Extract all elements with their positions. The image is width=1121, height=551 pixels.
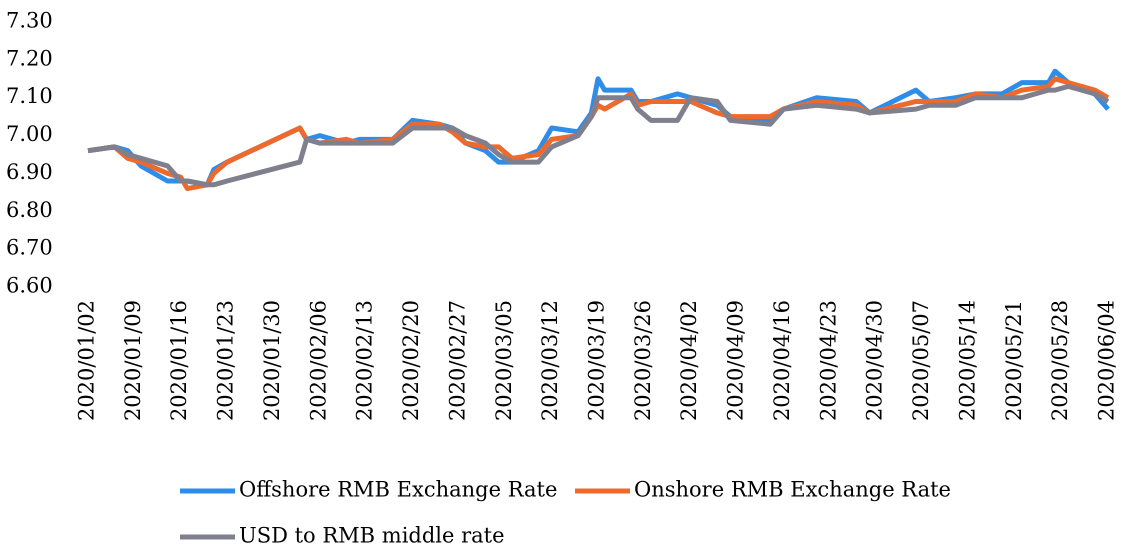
x-tick-label: 2020/01/30	[260, 300, 284, 421]
series-line	[87, 68, 1110, 188]
x-tick-label: 2020/05/07	[909, 300, 933, 421]
series-line	[87, 83, 1110, 188]
y-tick-label: 7.10	[6, 84, 53, 108]
x-tick-label: 2020/01/09	[121, 300, 145, 421]
x-tick-label: 2020/04/02	[677, 300, 701, 421]
x-tick-label: 2020/06/04	[1095, 300, 1119, 421]
x-tick-label: 2020/03/26	[631, 300, 655, 421]
x-tick-label: 2020/01/02	[75, 300, 99, 421]
x-tick-label: 2020/05/21	[1002, 300, 1026, 421]
x-tick-label: 2020/02/13	[353, 300, 377, 421]
legend-label: Onshore RMB Exchange Rate	[634, 478, 951, 502]
y-tick-label: 6.60	[6, 274, 53, 298]
x-tick-label: 2020/04/09	[724, 300, 748, 421]
x-tick-label: 2020/04/30	[863, 300, 887, 421]
x-tick-label: 2020/05/14	[955, 300, 979, 421]
legend-label: USD to RMB middle rate	[239, 524, 505, 548]
y-tick-label: 6.80	[6, 198, 53, 222]
y-tick-label: 6.90	[6, 160, 53, 184]
x-tick-label: 2020/03/05	[492, 300, 516, 421]
x-tick-label: 2020/02/06	[306, 300, 330, 421]
x-tick-label: 2020/01/23	[214, 300, 238, 421]
y-tick-label: 6.70	[6, 236, 53, 260]
x-tick-label: 2020/02/20	[399, 300, 423, 421]
x-tick-label: 2020/04/16	[770, 300, 794, 421]
y-tick-label: 7.30	[6, 9, 53, 33]
x-tick-label: 2020/03/19	[585, 300, 609, 421]
x-tick-label: 2020/01/16	[167, 300, 191, 421]
x-tick-label: 2020/02/27	[445, 300, 469, 421]
y-tick-label: 7.20	[6, 46, 53, 70]
y-tick-label: 7.00	[6, 122, 53, 146]
x-tick-label: 2020/04/23	[816, 300, 840, 421]
x-tick-label: 2020/05/28	[1048, 300, 1072, 421]
legend-label: Offshore RMB Exchange Rate	[239, 478, 557, 502]
x-tick-label: 2020/03/12	[538, 300, 562, 421]
